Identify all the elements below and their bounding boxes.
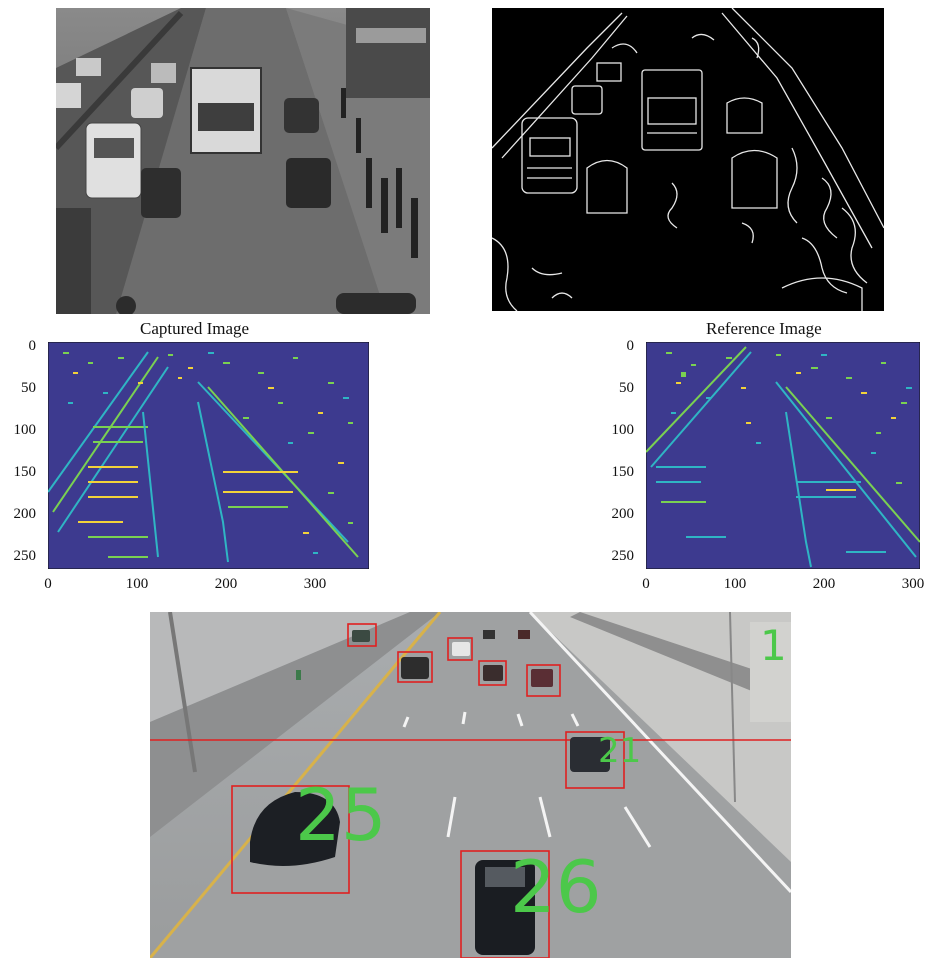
reference-ytick: 50 bbox=[619, 380, 634, 396]
reference-ytick: 100 bbox=[611, 422, 635, 438]
captured-ytick: 100 bbox=[13, 422, 37, 438]
captured-plot-area bbox=[48, 342, 369, 569]
captured-xtick: 200 bbox=[214, 576, 238, 592]
highway-detection-image: 1 21 25 26 bbox=[150, 612, 791, 958]
reference-ytick: 150 bbox=[611, 464, 635, 480]
reference-ytick: 200 bbox=[611, 506, 635, 522]
vehicle-id-label: 21 bbox=[598, 731, 641, 771]
reference-xtick: 200 bbox=[812, 576, 836, 592]
captured-ytick: 200 bbox=[13, 506, 37, 522]
vehicle-id-label: 26 bbox=[510, 845, 602, 929]
edge-map bbox=[492, 8, 884, 311]
captured-xtick: 0 bbox=[44, 576, 52, 592]
reference-plot-area bbox=[646, 342, 920, 569]
reference-xtick: 100 bbox=[723, 576, 747, 592]
reference-xtick: 300 bbox=[901, 576, 925, 592]
reference-plot: 0 50 100 150 200 250 0 100 200 300 bbox=[598, 338, 933, 598]
captured-xtick: 300 bbox=[303, 576, 327, 592]
captured-ytick: 50 bbox=[21, 380, 36, 396]
captured-ytick: 150 bbox=[13, 464, 37, 480]
reference-ytick: 0 bbox=[626, 338, 635, 354]
captured-plot: 0 50 100 150 200 250 0 100 200 300 bbox=[0, 338, 380, 598]
reference-xtick: 0 bbox=[642, 576, 650, 592]
reference-plot-title: Reference Image bbox=[706, 319, 822, 338]
vehicle-id-label: 1 bbox=[760, 621, 787, 670]
captured-ytick: 250 bbox=[13, 548, 37, 564]
vehicle-id-label: 25 bbox=[295, 773, 387, 857]
captured-plot-title: Captured Image bbox=[140, 319, 250, 338]
grayscale-traffic-photo bbox=[56, 8, 430, 314]
captured-xtick: 100 bbox=[125, 576, 149, 592]
reference-ytick: 250 bbox=[611, 548, 635, 564]
captured-ytick: 0 bbox=[28, 338, 37, 354]
